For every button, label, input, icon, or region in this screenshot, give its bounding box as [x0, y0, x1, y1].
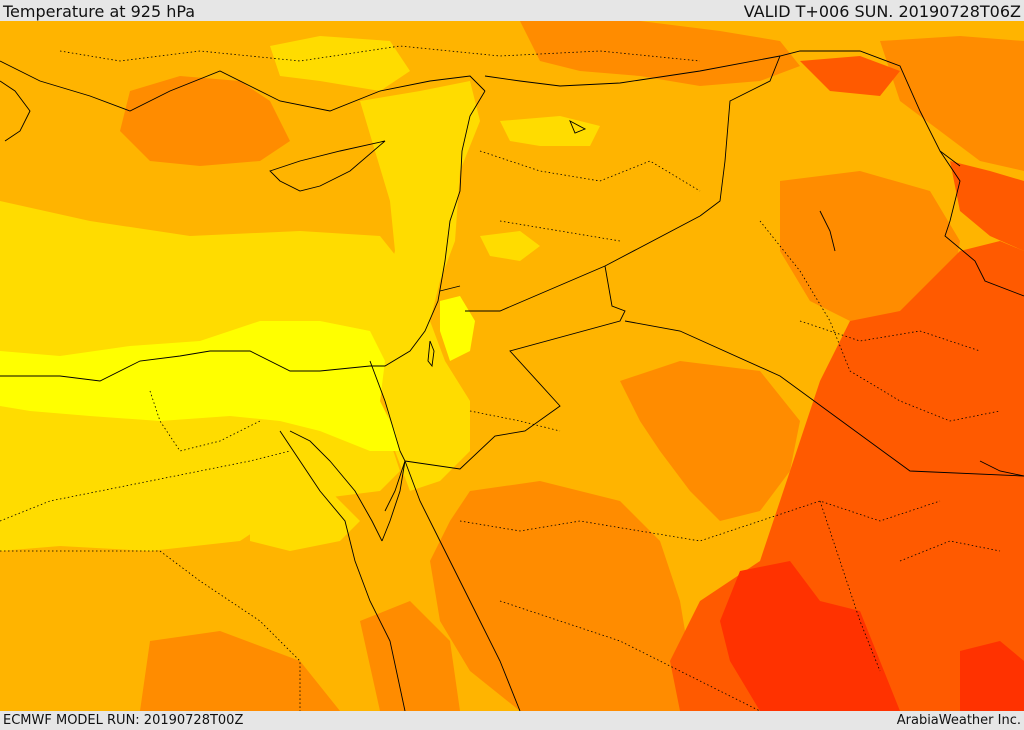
- temperature-zone-light-gold-levant: [360, 81, 480, 491]
- dotted-saudi-3: [819, 500, 881, 672]
- coast-gulf-of-aqaba: [381, 460, 406, 542]
- dotted-syria: [479, 150, 701, 192]
- temperature-zone-orange-egypt-south: [140, 631, 340, 711]
- dotted-egypt-3: [0, 550, 301, 711]
- model-run: ECMWF MODEL RUN: 20190728T00Z: [3, 713, 244, 728]
- coast-egypt-north: [0, 350, 371, 382]
- border-syria-iraq: [699, 55, 781, 217]
- temperature-zone-red-se: [960, 641, 1024, 711]
- coast-lake-assad: [569, 120, 587, 134]
- coast-dead-sea: [427, 340, 435, 368]
- dotted-egypt-2: [149, 390, 261, 452]
- valid-time: VALID T+006 SUN. 20190728T06Z: [743, 2, 1021, 21]
- temperature-map: [0, 21, 1024, 711]
- temperature-zone-orange-northeast: [880, 36, 1024, 171]
- temperature-zone-orange-north-syria: [520, 21, 800, 86]
- coastlines: [0, 60, 1024, 711]
- coast-gulf-of-suez: [279, 430, 406, 711]
- coast-turkey-south: [0, 60, 486, 112]
- temperature-zone-orange-north-med: [120, 76, 290, 166]
- coast-cyprus: [269, 140, 386, 192]
- border-turkey-syria: [484, 50, 961, 167]
- temperature-zone-light-gold-north: [270, 36, 410, 91]
- dotted-saudi: [459, 500, 941, 542]
- temperature-zone-orange-red-sea: [360, 601, 460, 711]
- temperature-zone-orange-east: [780, 171, 960, 321]
- border-egypt-israel: [369, 360, 406, 512]
- country-borders: [369, 50, 1024, 512]
- dotted-jordan: [469, 410, 561, 432]
- temperature-zone-light-gold-spot: [480, 231, 540, 261]
- coast-sinai-east: [289, 430, 383, 542]
- dotted-saudi-2: [499, 600, 761, 711]
- temperature-zone-dark-orange-north: [800, 56, 900, 96]
- credit: ArabiaWeather Inc.: [896, 713, 1021, 728]
- dotted-iraq: [759, 220, 1001, 422]
- temperature-zone-dark-orange-ne: [950, 161, 1024, 251]
- temperature-zone-yellow-coast: [0, 321, 400, 451]
- border-iraq-saudi: [624, 320, 1024, 477]
- border-lebanon-israel: [439, 285, 461, 292]
- border-jordan-saudi: [404, 265, 626, 470]
- coast-levant: [370, 90, 486, 367]
- dotted-syria-2: [499, 220, 621, 242]
- province-borders: [0, 45, 1001, 711]
- coast-tigris: [819, 210, 836, 252]
- footer-bar: ECMWF MODEL RUN: 20190728T00Z ArabiaWeat…: [0, 711, 1024, 729]
- temperature-zone-orange-iraq-west: [620, 361, 800, 521]
- dotted-turkey: [59, 45, 701, 62]
- border-iran-iraq: [939, 150, 1024, 297]
- temperature-zone-red-south: [720, 561, 900, 711]
- coast-saudi-red-sea: [404, 460, 521, 711]
- border-syria-jordan: [465, 215, 701, 312]
- coast-persian-gulf: [979, 460, 1024, 477]
- map-title: Temperature at 925 hPa: [3, 2, 196, 21]
- map-svg: [0, 21, 1024, 711]
- coast-aegean: [0, 80, 31, 142]
- temperature-zone-yellow-jordan: [440, 296, 475, 361]
- header-bar: Temperature at 925 hPa VALID T+006 SUN. …: [0, 0, 1024, 21]
- temperature-zone-orange-central: [430, 481, 690, 711]
